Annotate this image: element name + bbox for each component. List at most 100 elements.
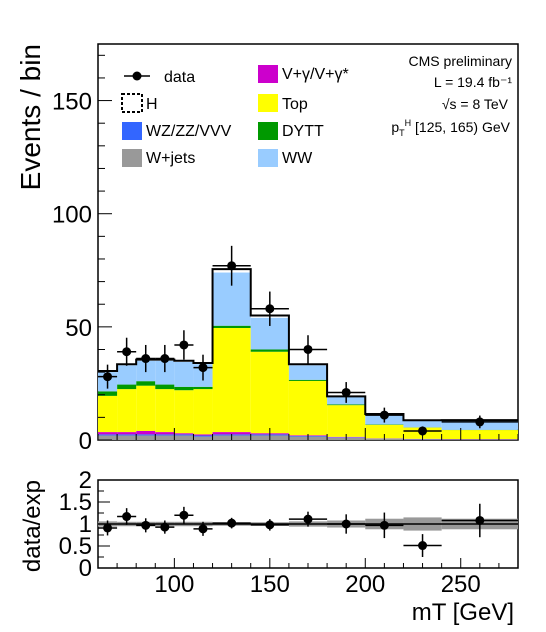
ratio-y-axis-title: data/exp — [19, 480, 46, 572]
ratio-point-4 — [174, 506, 194, 524]
data-point-10 — [365, 407, 404, 423]
bar-vv-5 — [193, 434, 213, 436]
ratio-x-tick-label: 250 — [441, 571, 481, 598]
legend-h-swatch — [121, 93, 143, 113]
legend-wz-label: WZ/ZZ/VVV — [146, 123, 232, 140]
ratio-point-9 — [327, 514, 366, 534]
bar-wjets-3 — [155, 435, 175, 440]
legend-data-label: data — [164, 69, 195, 86]
data-point-9 — [327, 382, 366, 403]
bar-top-7 — [250, 351, 289, 434]
legend-top-swatch — [258, 94, 278, 112]
data-point-4 — [174, 330, 194, 360]
bar-ww-1 — [117, 365, 137, 385]
ratio-x-tick-label: 100 — [154, 571, 194, 598]
ratio-points — [98, 503, 518, 557]
data-point-8 — [288, 335, 328, 364]
bar-dytt-9 — [327, 404, 366, 406]
bar-wjets-1 — [117, 435, 137, 440]
ratio-point-11 — [403, 534, 442, 557]
bar-vv-3 — [155, 432, 175, 435]
ratio-point-0 — [98, 520, 118, 536]
main-y-tick-label: 100 — [52, 202, 92, 229]
bar-dytt-2 — [136, 381, 156, 386]
bar-dytt-8 — [288, 379, 328, 381]
ratio-point-12 — [441, 503, 518, 538]
bar-wzzzvvv-2 — [136, 434, 156, 436]
data-point-0 — [98, 364, 118, 389]
bar-ww-11 — [403, 420, 442, 428]
pt-range: [125, 165) GeV — [411, 119, 511, 135]
bar-wzzzvvv-0 — [98, 434, 118, 436]
legend-data-marker — [132, 71, 142, 81]
bar-dytt-0 — [98, 391, 118, 396]
data-points — [98, 245, 518, 436]
main-y-axis-title: Events / bin — [15, 44, 46, 190]
ratio-point-3 — [155, 520, 175, 534]
x-axis-title: mT [GeV] — [412, 599, 514, 626]
data-point-6 — [212, 245, 251, 286]
data-point-5 — [193, 354, 213, 381]
bar-dytt-6 — [212, 325, 251, 328]
ratio-y-tick-label: 0.5 — [59, 533, 92, 560]
ratio-point-2 — [136, 518, 156, 533]
bar-top-5 — [193, 389, 213, 435]
bar-top-4 — [174, 390, 194, 434]
bar-wzzzvvv-1 — [117, 434, 137, 436]
bar-top-1 — [117, 389, 137, 433]
energy-label: √s = 8 TeV — [442, 96, 509, 112]
ratio-y-axis: 00.511.52 — [59, 467, 110, 582]
bar-ww-8 — [288, 365, 328, 380]
bar-wjets-2 — [136, 435, 156, 440]
data-point-2 — [136, 344, 156, 373]
main-y-tick-label: 150 — [52, 89, 92, 116]
ratio-point-6 — [212, 517, 251, 529]
ratio-x-axis: 100 150 200 250 — [97, 558, 519, 598]
ratio-y-tick-label: 0 — [79, 555, 92, 582]
luminosity-label: L = 19.4 fb⁻¹ — [434, 74, 512, 90]
bar-dytt-1 — [117, 384, 137, 390]
main-x-axis-ticks — [97, 428, 519, 440]
bar-dytt-7 — [250, 349, 289, 352]
data-point-11 — [403, 426, 442, 436]
data-point-7 — [250, 291, 289, 326]
bar-dytt-5 — [193, 386, 213, 390]
ratio-y-tick-label: 1 — [79, 511, 92, 538]
legend-ww-swatch — [258, 149, 278, 167]
ratio-x-tick-label: 200 — [345, 571, 385, 598]
bar-ww-3 — [155, 360, 175, 385]
bar-wzzzvvv-5 — [193, 435, 213, 437]
bar-vv-6 — [212, 432, 251, 435]
bar-wzzzvvv-4 — [174, 434, 194, 436]
ratio-point-1 — [117, 508, 137, 525]
bar-dytt-3 — [155, 384, 175, 390]
legend-ww-label: WW — [282, 150, 313, 167]
bar-top-8 — [288, 380, 328, 436]
ratio-y-tick-label: 1.5 — [59, 489, 92, 516]
bar-vv-4 — [174, 433, 194, 435]
data-point-3 — [155, 344, 175, 373]
main-y-tick-label: 50 — [65, 315, 92, 342]
bar-top-2 — [136, 385, 156, 431]
legend-wjets-label: W+jets — [146, 150, 195, 167]
pt-superscript: H — [405, 118, 412, 128]
data-point-1 — [117, 337, 137, 366]
ratio-x-tick-label: 150 — [250, 571, 290, 598]
legend-vgamma-swatch — [258, 65, 278, 83]
legend-h-label: H — [146, 96, 158, 113]
ratio-point-10 — [365, 512, 404, 539]
bar-wjets-4 — [174, 435, 194, 440]
legend-dytt-label: DYTT — [282, 123, 324, 140]
ratio-point-7 — [250, 519, 289, 531]
legend: data V+γ/V+γ* H Top WZ/ZZ/VVV DYTT W+jet… — [121, 65, 349, 167]
ratio-y-tick-label: 2 — [79, 467, 92, 494]
bar-vv-1 — [117, 432, 137, 435]
bar-ww-4 — [174, 361, 194, 387]
bar-wjets-5 — [193, 436, 213, 440]
pt-range-label: pTH [125, 165) GeV — [391, 118, 510, 138]
legend-vgamma-label: V+γ/V+γ* — [282, 66, 349, 83]
bar-top-6 — [212, 327, 251, 433]
bar-dytt-4 — [174, 386, 194, 391]
cms-preliminary-label: CMS preliminary — [409, 53, 512, 69]
